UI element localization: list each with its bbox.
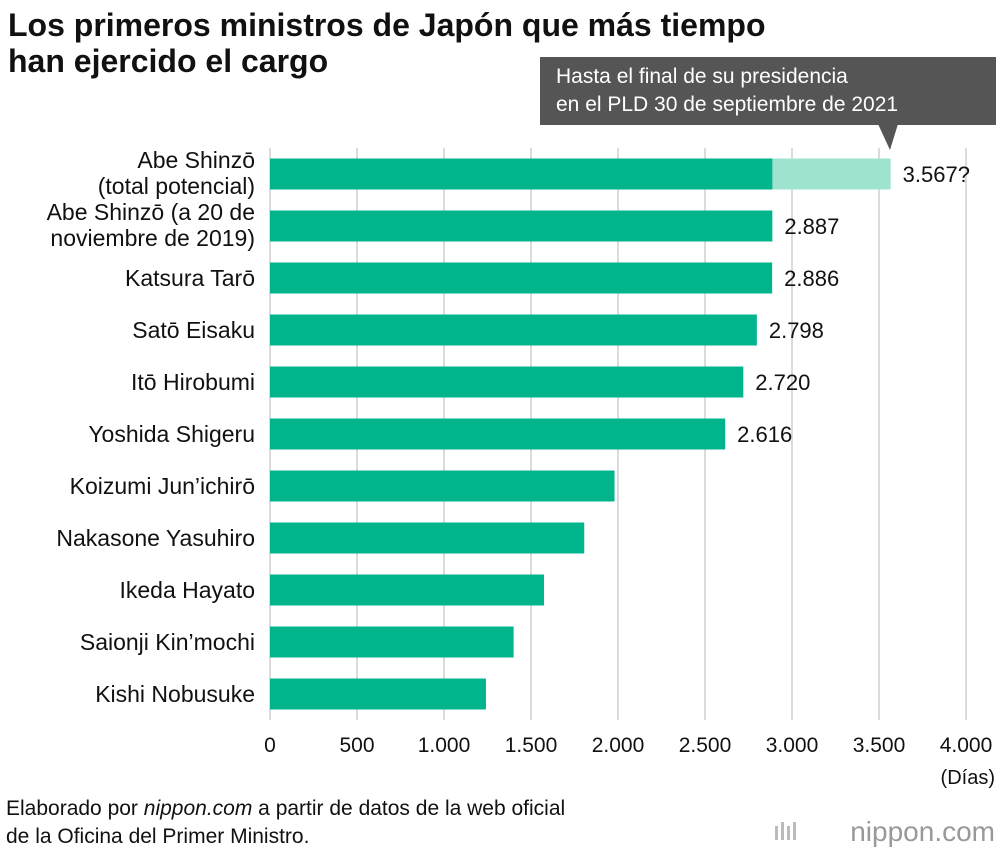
bar [270,522,585,554]
bar [270,314,757,346]
source-site: nippon.com [144,797,253,820]
x-tick-label: 2.000 [592,734,645,757]
logo-icon [775,822,796,840]
bar [270,262,773,294]
bar [270,210,773,242]
y-tick-label: Saionji Kin’mochi [80,629,255,655]
annotation-box [540,57,996,125]
x-tick-label: 3.500 [853,734,906,757]
data-label: 2.720 [755,370,810,395]
data-label: 2.616 [737,422,792,447]
bar [270,574,545,606]
source-text: Elaborado por [6,797,144,820]
data-label: 2.886 [784,266,839,291]
source: de la Oficina del Primer Ministro. [6,825,309,848]
x-tick-label: 3.000 [766,734,819,757]
annotation: Hasta el final de su presidencia en el PL… [556,65,898,116]
y-tick-label: Abe Shinzō (a 20 de noviembre de 2019) [47,199,255,251]
y-tick-label: Nakasone Yasuhiro [56,525,255,551]
bar [270,678,486,710]
y-tick-label: Kishi Nobusuke [95,681,255,707]
x-tick-label: 4.000 [940,734,993,757]
x-axis-label: (Días) [941,767,995,789]
data-label: 2.798 [769,318,824,343]
data-label: 3.567? [903,162,970,187]
bar [270,366,744,398]
y-tick-label: Satō Eisaku [132,317,255,343]
x-tick-label: 1.500 [505,734,558,757]
x-tick-label: 2.500 [679,734,732,757]
annotation-pointer [878,124,898,150]
logo: nippon.com [850,816,995,847]
y-tick-label: Yoshida Shigeru [88,421,255,447]
y-tick-label: Katsura Tarō [125,265,255,291]
source-text: a partir de datos de la web oficial [252,797,565,820]
bar [270,158,773,190]
chart-title: Los primeros ministros de Japón que más … [8,7,766,79]
y-tick-label: Ikeda Hayato [119,577,255,603]
bar [270,626,514,658]
source: Elaborado por nippon.com a partir de dat… [6,797,565,820]
x-tick-label: 1.000 [418,734,471,757]
x-tick-label: 0 [264,734,276,757]
bar [270,470,615,502]
x-tick-label: 500 [339,734,374,757]
y-tick-label: Koizumi Jun’ichirō [70,473,255,499]
bar [270,418,726,450]
y-tick-label: Itō Hirobumi [131,369,255,395]
data-label: 2.887 [784,214,839,239]
y-tick-label: Abe Shinzō (total potencial) [98,147,255,199]
